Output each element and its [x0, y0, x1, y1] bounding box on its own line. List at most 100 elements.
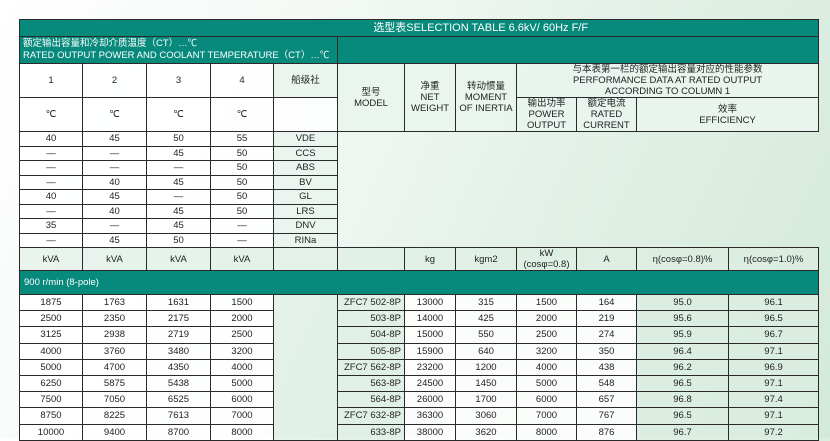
temperature-cell: 40 [19, 131, 83, 147]
kva-col2-cell: 1763 [82, 293, 147, 312]
unit-kg: kg [404, 247, 456, 271]
inertia-cell: 425 [455, 310, 517, 328]
kva-col4-cell: 6000 [210, 391, 274, 409]
model-cn: 型号 [361, 86, 381, 98]
temperature-cell: 45 [146, 145, 211, 161]
unit-celsius: ℃ [210, 97, 274, 132]
temperature-cell: 45 [82, 232, 147, 248]
caption-filler [336, 36, 820, 64]
unit-celsius: ℃ [146, 97, 211, 132]
eff-10-cell: 97.1 [727, 342, 820, 360]
power-en1: POWER [528, 109, 565, 120]
section-speed-label: 900 r/min (8-pole) [18, 270, 820, 295]
class-row: 40 45—50 GL [19, 189, 819, 205]
class-society-cell: ABS [273, 160, 338, 176]
eff-08-cell: 96.5 [636, 407, 729, 425]
kva-col4-cell: 4000 [210, 358, 274, 376]
kva-col4-cell: 5000 [210, 374, 274, 393]
power-output-cell: 3200 [516, 342, 577, 360]
inertia-cn: 转动惯量 [466, 81, 505, 92]
temperature-cell: 40 [19, 189, 83, 205]
temperature-cell: 50 [210, 145, 274, 161]
unit-kw-label: kW [539, 248, 554, 259]
net-weight-cell: 13000 [404, 293, 456, 312]
kva-col1-cell: 5000 [19, 358, 83, 376]
eff-10-cell: 97.1 [727, 374, 820, 393]
eff-10-cell: 97.2 [727, 423, 820, 441]
weight-header: 净重 NET WEIGHT [404, 63, 456, 132]
temperature-cell: — [19, 174, 83, 190]
weight-en2: WEIGHT [411, 103, 449, 114]
eff-10-cell: 97.1 [727, 407, 820, 425]
temperature-cell: 45 [146, 203, 211, 219]
table-row: 1875 1763 1631 1500 ZFC7 502-8P 13000 315 1500 1… [19, 293, 820, 441]
unit-kw-note: (cosφ=0.8) [523, 259, 570, 270]
temperature-cell: 50 [146, 232, 211, 248]
temperature-cell: 50 [210, 174, 274, 190]
temperature-cell: 40 [82, 203, 147, 219]
col-1-header: 1 [19, 63, 83, 98]
kva-col2-cell: 5875 [82, 374, 147, 393]
temperature-cell: — [82, 145, 147, 161]
table-row: 4000 3760 3480 3200 505-8P 15900 640 3200 350 96.… [19, 342, 820, 360]
rated-current-cell: 657 [576, 391, 637, 409]
unit-eff10: η(cosφ=1.0)% [727, 247, 820, 271]
class-society-cell: RINa [273, 232, 338, 248]
kva-col3-cell: 6525 [146, 391, 211, 409]
power-output-cell: 8000 [516, 423, 577, 441]
eff-08-cell: 95.9 [636, 326, 729, 344]
power-output-cell: 1500 [516, 293, 577, 312]
model-cell: 503-8P [337, 310, 405, 328]
kva-col1-cell: 3125 [19, 326, 83, 344]
kva-col2-cell: 7050 [82, 391, 147, 409]
kva-col3-cell: 4350 [146, 358, 211, 376]
table-row: 5000 4700 4350 4000 ZFC7 562-8P 23200 1200 4000… [19, 358, 820, 376]
kva-col4-cell: 3200 [210, 342, 274, 360]
rated-current-cell: 274 [576, 326, 637, 344]
kva-col1-cell: 1875 [19, 293, 83, 312]
kva-col2-cell: 9400 [82, 423, 147, 441]
net-weight-cell: 15000 [404, 326, 456, 344]
temperature-cell: 45 [146, 174, 211, 190]
temperature-cell: — [146, 189, 211, 205]
class-row: —40 45 50 LRS [19, 203, 819, 219]
net-weight-cell: 38000 [404, 423, 456, 441]
kva-col2-cell: 8225 [82, 407, 147, 425]
table-row: 6250 5875 5438 5000 563-8P 24500 1450 5000 548 96… [19, 374, 820, 393]
caption-en: RATED OUTPUT POWER AND COOLANT TEMPERATU… [23, 50, 330, 61]
class-row: —45 50— RINa [19, 232, 819, 248]
power-header: 输出功率 POWER OUTPUT [516, 97, 577, 132]
power-cn: 输出功率 [527, 98, 566, 109]
rated-current-cell: 164 [576, 293, 637, 312]
unit-eff08: η(cosφ=0.8)% [636, 247, 729, 271]
net-weight-cell: 36300 [404, 407, 456, 425]
kva-col4-cell: 1500 [210, 293, 274, 312]
table-title: 选型表SELECTION TABLE 6.6kV/ 60Hz F/F [18, 19, 820, 37]
eff-08-cell: 95.6 [636, 310, 729, 328]
eff-cn: 效率 [718, 103, 738, 115]
temperature-cell: — [210, 218, 274, 234]
eff-en: EFFICIENCY [699, 114, 756, 126]
class-society-cell: VDE [273, 131, 338, 147]
temperature-cell: — [19, 203, 83, 219]
class-row: 40 45 50 55 VDE [19, 131, 819, 147]
inertia-cell: 315 [455, 293, 517, 312]
rated-current-cell: 767 [576, 407, 637, 425]
table-row: 7500 7050 6525 6000 564-8P 26000 1700 6000 657 96… [19, 391, 820, 409]
temperature-cell: — [82, 218, 147, 234]
model-cell: ZFC7 502-8P [337, 293, 405, 312]
net-weight-cell: 23200 [404, 358, 456, 376]
rated-current-cell: 350 [576, 342, 637, 360]
power-output-cell: 2500 [516, 326, 577, 344]
model-header: 型号 MODEL [337, 63, 405, 132]
kva-col2-cell: 3760 [82, 342, 147, 360]
kva-col3-cell: 2719 [146, 326, 211, 344]
temperature-cell: 35 [19, 218, 83, 234]
model-en: MODEL [354, 97, 388, 109]
unit-kva: kVA [82, 247, 147, 271]
kva-col2-cell: 2938 [82, 326, 147, 344]
kva-col1-cell: 7500 [19, 391, 83, 409]
unit-a: A [576, 247, 637, 271]
class-society-cell: CCS [273, 145, 338, 161]
unit-inertia: kgm2 [455, 247, 517, 271]
